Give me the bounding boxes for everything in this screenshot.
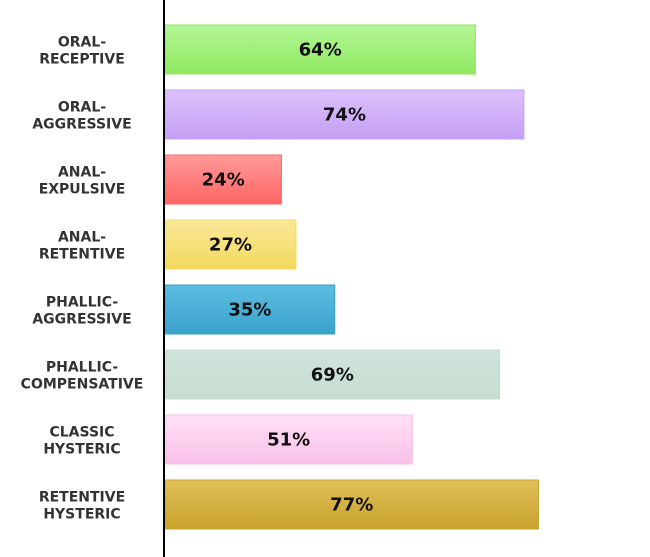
category-label: PHALLIC-AGGRESSIVE xyxy=(32,295,131,328)
category-label-line: RETENTIVE xyxy=(39,247,125,263)
category-label-line: ORAL- xyxy=(58,35,106,51)
bar-value-label: 27% xyxy=(209,235,252,256)
category-label: PHALLIC-COMPENSATIVE xyxy=(21,360,144,393)
category-label: ANAL-EXPULSIVE xyxy=(39,165,126,198)
bar-6 xyxy=(164,414,413,465)
bar-2 xyxy=(164,154,282,205)
category-label: RETENTIVE HYSTERIC xyxy=(39,490,125,523)
bar-value-label: 77% xyxy=(330,495,373,516)
category-label-line: ANAL- xyxy=(58,230,106,246)
bar-value-label: 24% xyxy=(202,170,245,191)
bar-value-label: 74% xyxy=(323,105,366,126)
bar-value-label: 69% xyxy=(311,365,354,386)
category-label-line: HYSTERIC xyxy=(43,442,120,458)
bar-3 xyxy=(164,219,297,270)
bar-value-label: 35% xyxy=(228,300,271,321)
category-label-line: CLASSIC xyxy=(49,425,114,441)
category-label: ORAL-RECEPTIVE xyxy=(39,35,125,68)
category-label-line: ORAL- xyxy=(58,100,106,116)
category-label-line: PHALLIC- xyxy=(46,295,118,311)
bars-group: 64% 74% 24% 27% 35% 69% 51% 77% xyxy=(164,24,539,530)
category-label: ORAL-AGGRESSIVE xyxy=(32,100,131,133)
bar-1 xyxy=(164,89,525,140)
category-label-line: ANAL- xyxy=(58,165,106,181)
bar-5 xyxy=(164,349,501,400)
category-label-line: AGGRESSIVE xyxy=(32,312,131,328)
category-label-line: RECEPTIVE xyxy=(39,52,125,68)
bar-value-label: 64% xyxy=(299,40,342,61)
category-label-line: HYSTERIC xyxy=(43,507,120,523)
category-label-line: EXPULSIVE xyxy=(39,182,126,198)
category-labels-group: ORAL-RECEPTIVEORAL-AGGRESSIVEANAL-EXPULS… xyxy=(21,35,144,523)
bar-value-label: 51% xyxy=(267,430,310,451)
category-label-line: PHALLIC- xyxy=(46,360,118,376)
category-label: CLASSIC HYSTERIC xyxy=(43,425,120,458)
category-label-line: RETENTIVE xyxy=(39,490,125,506)
category-label-line: AGGRESSIVE xyxy=(32,117,131,133)
bar-0 xyxy=(164,24,476,75)
category-label-line: COMPENSATIVE xyxy=(21,377,144,393)
category-label: ANAL-RETENTIVE xyxy=(39,230,125,263)
bar-4 xyxy=(164,284,336,335)
